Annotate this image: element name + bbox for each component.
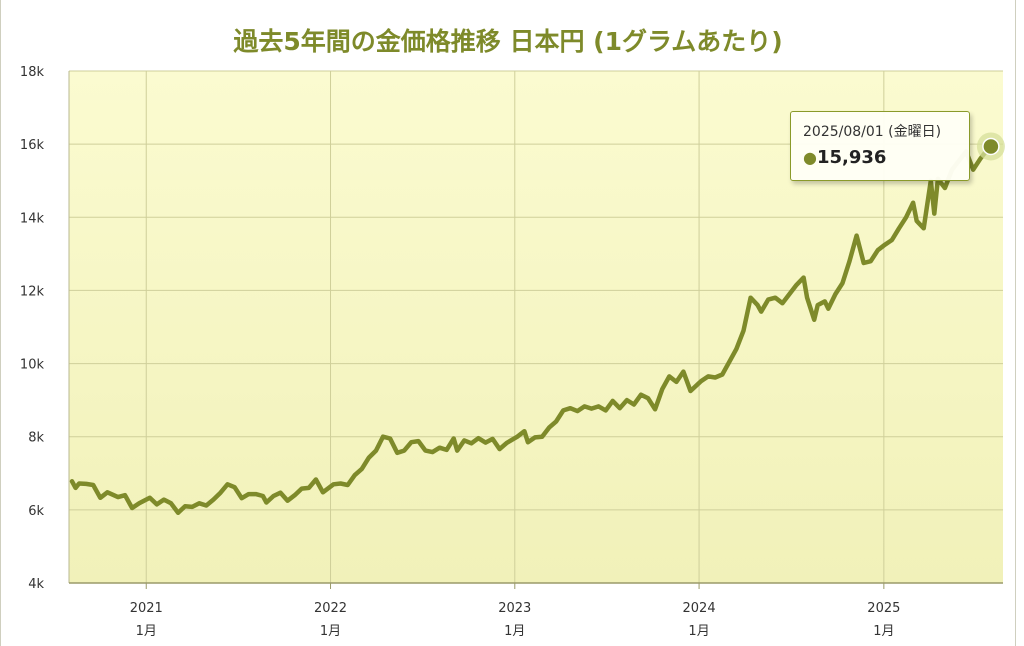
tooltip-date: 2025/08/01 (金曜日) [803,124,942,140]
x-tick-month-label: 1月 [504,624,525,639]
x-tick-month-label: 1月 [873,624,894,639]
y-tick-label: 4k [28,577,44,592]
y-tick-label: 18k [20,65,45,80]
y-tick-label: 14k [20,211,45,226]
gold-price-line[interactable] [69,144,994,516]
tooltip-value-row: ●15,936 [803,147,957,168]
x-tick-year-label: 2022 [314,601,347,616]
x-tick-month-label: 1月 [320,624,341,639]
tooltip-dot-icon: ● [803,148,817,167]
x-tick-year-label: 2021 [130,601,163,616]
y-tick-label: 8k [28,431,44,446]
y-tick-label: 10k [20,358,45,373]
x-tick-year-label: 2025 [867,601,900,616]
y-tick-label: 12k [20,284,45,299]
x-tick-month-label: 1月 [688,624,709,639]
chart-title: 過去5年間の金価格推移 日本円 (1グラムあたり) [233,27,783,56]
tick-labels: 4k 6k 8k 10k 12k 14k 16k 18k 2021 1月 2022 1月 2023 1月 2… [20,65,900,639]
x-tick-year-label: 2024 [683,601,716,616]
y-tick-label: 6k [28,504,44,519]
series-layer [69,132,1005,516]
y-tick-label: 16k [20,138,45,153]
axes [68,71,1003,589]
x-tick-year-label: 2023 [498,601,531,616]
highlight-point[interactable] [982,137,1000,156]
x-tick-month-label: 1月 [136,624,157,639]
tooltip-value: 15,936 [816,147,887,168]
tooltip: 2025/08/01 (金曜日) ●15,936 [790,111,970,181]
